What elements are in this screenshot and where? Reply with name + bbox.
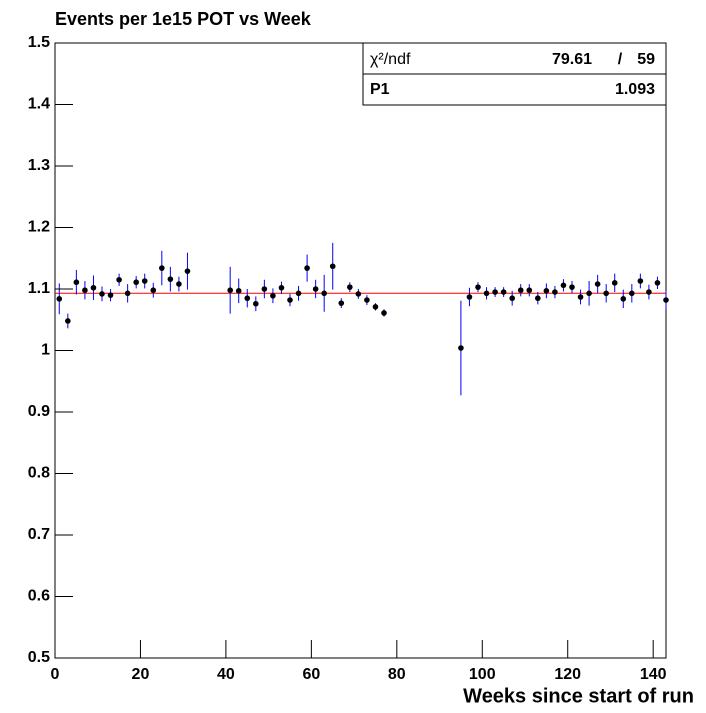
data-point <box>150 287 157 294</box>
stats-p1-label: P1 <box>370 81 390 98</box>
x-tick-label: 120 <box>554 666 581 683</box>
data-point <box>124 290 131 297</box>
x-tick-label: 0 <box>51 666 60 683</box>
data-point <box>107 292 114 298</box>
stats-chi2-label: χ²/ndf <box>370 51 411 68</box>
y-tick-label: 1.1 <box>28 280 50 297</box>
data-point <box>475 284 481 290</box>
data-point <box>492 289 498 295</box>
stats-ndf: 59 <box>637 51 655 68</box>
data-point <box>338 300 345 306</box>
data-point <box>629 290 635 297</box>
data-point <box>526 287 533 294</box>
data-point <box>509 295 515 302</box>
y-tick-label: 1.3 <box>28 157 50 174</box>
data-point <box>483 290 490 297</box>
data-point <box>637 278 644 284</box>
data-point <box>312 286 319 292</box>
data-point <box>466 294 473 300</box>
data-point <box>235 288 242 294</box>
data-point <box>304 265 310 271</box>
data-point <box>167 276 174 282</box>
data-point <box>543 288 550 294</box>
data-point <box>611 280 618 286</box>
y-tick-label: 1.2 <box>28 219 50 236</box>
data-point <box>620 296 627 302</box>
stats-separator: / <box>618 51 623 68</box>
plot-frame <box>54 42 667 659</box>
data-point <box>646 289 652 295</box>
x-tick-label: 60 <box>302 666 320 683</box>
data-point <box>73 279 80 286</box>
y-tick-label: 1 <box>41 342 50 359</box>
y-tick-label: 0.6 <box>28 588 50 605</box>
data-point <box>552 289 558 295</box>
y-tick-label: 1.5 <box>28 34 50 51</box>
data-point <box>253 300 259 307</box>
data-point <box>116 276 122 283</box>
data-point <box>82 287 88 294</box>
data-point <box>586 290 592 297</box>
data-point <box>99 291 105 297</box>
y-tick-label: 0.5 <box>28 649 50 666</box>
data-point <box>663 297 669 303</box>
stats-p1: 1.093 <box>615 81 655 98</box>
x-tick-label: 140 <box>640 666 667 683</box>
data-point <box>133 279 139 286</box>
x-tick-label: 80 <box>388 666 406 683</box>
data-point <box>329 263 336 270</box>
data-point <box>244 295 251 302</box>
data-point <box>321 290 327 297</box>
data-point <box>381 310 387 316</box>
data-point <box>603 290 609 297</box>
data-point <box>517 287 524 294</box>
data-point <box>372 304 379 310</box>
data-point <box>364 297 370 303</box>
data-point <box>90 284 97 291</box>
chart-title: Events per 1e15 POT vs Week <box>55 9 312 29</box>
data-point <box>594 281 601 287</box>
data-point <box>577 294 584 300</box>
x-tick-label: 40 <box>217 666 235 683</box>
y-tick-label: 0.7 <box>28 526 50 543</box>
y-tick-label: 1.4 <box>28 96 50 113</box>
data-point <box>141 278 148 284</box>
data-point <box>278 284 285 291</box>
data-point <box>65 318 71 324</box>
data-point <box>261 286 268 292</box>
x-axis-label: Weeks since start of run <box>463 685 694 707</box>
data-point <box>560 282 567 289</box>
y-tick-label: 0.9 <box>28 403 50 420</box>
data-point <box>176 281 182 287</box>
data-point <box>56 296 63 302</box>
data-point <box>295 290 302 297</box>
data-point <box>500 289 507 295</box>
x-tick-label: 100 <box>469 666 496 683</box>
y-tick-label: 0.8 <box>28 465 50 482</box>
data-point <box>458 345 464 351</box>
x-tick-label: 20 <box>132 666 150 683</box>
data-point <box>347 284 353 290</box>
data-point <box>270 292 276 299</box>
data-point <box>287 297 293 303</box>
data-point <box>569 284 575 290</box>
data-point <box>159 265 165 271</box>
stats-chi2: 79.61 <box>552 51 592 68</box>
data-point <box>227 287 233 294</box>
data-point <box>654 280 661 286</box>
data-point <box>355 291 362 297</box>
data-point <box>535 295 541 302</box>
data-point <box>184 268 191 274</box>
